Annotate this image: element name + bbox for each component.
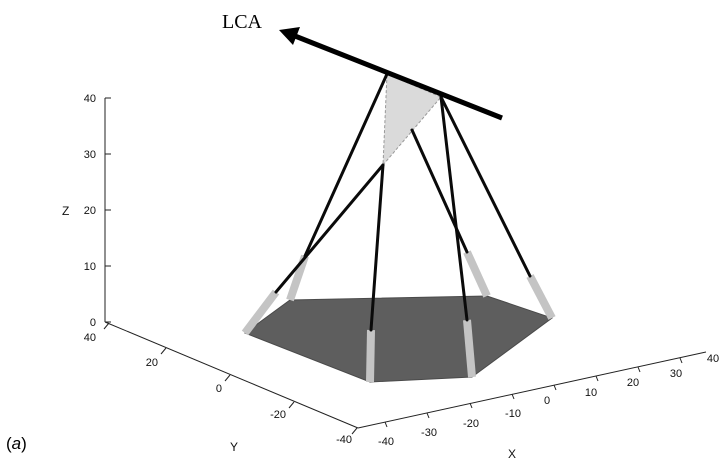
leg-strut-left-front [274, 163, 385, 294]
base-plate [243, 295, 554, 383]
y-axis [103, 321, 359, 435]
arrowhead-icon [279, 27, 300, 45]
leg-sleeve-left-back [286, 254, 309, 302]
x-tick-label: -20 [463, 418, 479, 430]
leg-sleeve-right-back [526, 274, 556, 320]
x-tick-label: 30 [670, 368, 682, 380]
y-tick-label: -40 [336, 434, 352, 446]
y-tick-label: 0 [216, 383, 222, 395]
lca-label: LCA [222, 11, 263, 33]
z-axis [104, 97, 111, 323]
top-platform [382, 73, 442, 167]
x-tick-label: -10 [505, 408, 521, 420]
leg-strut-right-front [439, 95, 469, 322]
leg-strut-right-mid [410, 128, 469, 254]
z-tick-label: 0 [90, 317, 96, 329]
z-tick-label: 40 [84, 93, 96, 105]
x-tick-label: 0 [544, 395, 550, 407]
leg-sleeve-right-mid [463, 250, 491, 298]
leg-sleeve-left-front [241, 289, 280, 336]
x-tick-label: -40 [378, 436, 394, 448]
leg-strut-right-back [439, 95, 532, 278]
y-tick-label: 20 [146, 357, 158, 369]
z-tick-label: 10 [84, 261, 96, 273]
leg-sleeves [241, 250, 556, 383]
lca-arrow [279, 27, 503, 121]
x-tick-label: 20 [627, 377, 639, 389]
x-tick-label: 40 [707, 353, 719, 365]
panel-label: (a) [6, 434, 27, 453]
x-axis [357, 351, 707, 429]
x-tick-label: 10 [585, 387, 597, 399]
leg-sleeve-right-front [463, 319, 476, 378]
z-tick-label: 20 [84, 205, 96, 217]
y-tick-label: -20 [270, 409, 286, 421]
y-tick-label: 40 [84, 332, 96, 344]
z-tick-label: 30 [84, 149, 96, 161]
leg-struts [274, 72, 532, 332]
y-axis-label: Y [230, 440, 238, 454]
leg-strut-left-back [303, 72, 389, 258]
z-axis-label: Z [62, 204, 69, 218]
leg-strut-center [369, 163, 385, 332]
x-axis-label: X [508, 447, 516, 461]
x-tick-label: -30 [421, 427, 437, 439]
leg-sleeve-center [366, 329, 375, 383]
